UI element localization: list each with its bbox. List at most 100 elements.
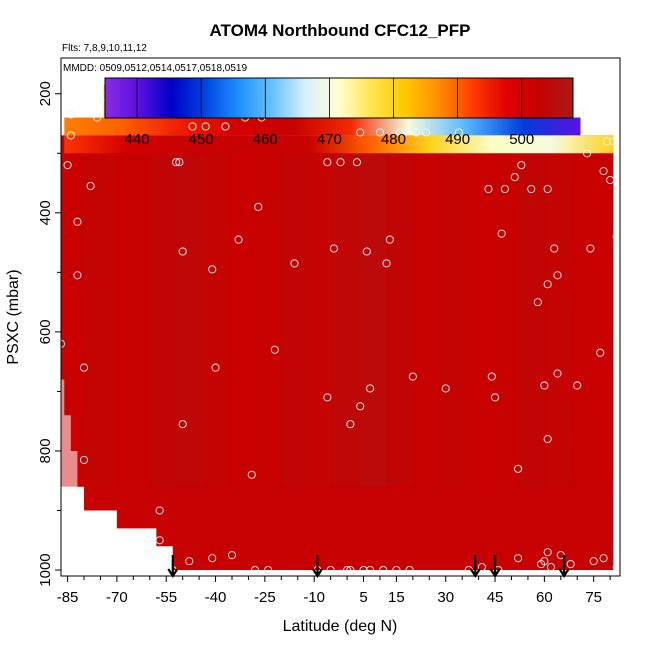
- field-band: [412, 153, 440, 487]
- field-band: [544, 153, 571, 487]
- field-band: [333, 153, 361, 487]
- sample-point: [612, 563, 620, 572]
- x-tick-label: 5: [359, 589, 367, 606]
- sample-point: [346, 420, 355, 429]
- sample-point: [73, 217, 82, 226]
- field-band: [307, 153, 334, 487]
- sample-point: [366, 565, 375, 575]
- sample-point: [543, 280, 552, 289]
- sample-point: [270, 345, 279, 354]
- y-tick-label: 800: [37, 438, 54, 463]
- sample-point: [379, 565, 388, 575]
- sample-point: [366, 384, 375, 393]
- x-tick-label: -70: [106, 589, 128, 606]
- sample-point: [589, 557, 598, 566]
- field-band: [596, 153, 614, 487]
- sample-point: [155, 536, 164, 545]
- sample-point: [188, 122, 197, 131]
- field-band: [61, 153, 85, 487]
- field-band: [176, 153, 203, 487]
- colorbar: 440 450 460 470 480 490 500: [104, 77, 574, 148]
- sample-point: [346, 565, 355, 575]
- sample-point: [609, 137, 618, 146]
- flights-subtitle: Flts: 7,8,9,10,11,12: [62, 43, 147, 54]
- colorbar-tick-label: 490: [445, 131, 470, 148]
- sample-point: [63, 161, 72, 170]
- sample-point: [487, 372, 496, 381]
- sample-point: [211, 363, 220, 372]
- sample-point: [612, 232, 620, 241]
- sample-point: [343, 565, 352, 575]
- sample-point: [550, 244, 559, 253]
- sample-point: [155, 506, 164, 515]
- sample-point: [178, 247, 187, 256]
- sample-point: [500, 184, 509, 194]
- sample-point: [606, 176, 615, 185]
- sample-point: [227, 551, 237, 560]
- sample-point: [375, 128, 385, 137]
- x-tick-label: -25: [254, 589, 276, 606]
- sample-point: [573, 381, 582, 390]
- field-band: [281, 153, 308, 487]
- arrow-marker: [167, 555, 179, 579]
- sample-point: [533, 298, 542, 307]
- sample-point: [323, 393, 332, 402]
- x-tick-label: -10: [303, 589, 325, 606]
- sample-point: [517, 161, 526, 170]
- field-band: [386, 153, 413, 487]
- x-tick-label: 15: [388, 589, 405, 606]
- sample-point: [527, 184, 536, 194]
- colorbar-tick-label: 460: [253, 131, 278, 148]
- y-tick-label: 400: [37, 200, 54, 225]
- sample-point: [290, 259, 299, 268]
- sample-point: [514, 464, 523, 473]
- sample-point: [326, 565, 335, 575]
- sample-point: [175, 158, 184, 167]
- sample-point: [395, 128, 404, 137]
- sample-point: [221, 122, 230, 131]
- sample-point: [86, 181, 95, 191]
- sample-point: [540, 557, 549, 566]
- arrow-marker: [312, 555, 323, 579]
- sample-point: [185, 557, 194, 566]
- x-tick-label: 30: [437, 589, 454, 606]
- field-band: [255, 153, 282, 487]
- x-tick-label: 60: [536, 589, 553, 606]
- field-band: [439, 153, 466, 487]
- sample-point: [441, 384, 450, 393]
- y-tick-label: 1000: [37, 553, 54, 586]
- field-band: [84, 153, 117, 487]
- sample-point: [586, 244, 595, 253]
- sample-point: [543, 435, 552, 444]
- sample-point: [93, 113, 102, 122]
- field-band: [518, 153, 545, 487]
- sample-point: [362, 247, 371, 256]
- y-tick-label: 200: [37, 81, 54, 106]
- sample-point: [254, 202, 263, 211]
- y-axis: 200 400 600 800 1000: [37, 81, 61, 587]
- dates-subtitle: MMDD: 0509,0512,0514,0517,0518,0519: [63, 63, 247, 74]
- x-tick-label: -55: [155, 589, 177, 606]
- sample-point: [73, 271, 82, 280]
- sample-point: [583, 149, 592, 158]
- sample-point: [543, 548, 552, 557]
- sample-point: [66, 110, 75, 119]
- colorbar-tick-label: 470: [317, 131, 342, 148]
- sample-point: [514, 554, 523, 563]
- sample-point: [546, 563, 555, 572]
- sample-point: [599, 554, 608, 563]
- sample-point: [596, 348, 605, 357]
- sample-point: [454, 128, 463, 137]
- x-axis: -85 -70 -55 -40 -25 -10 5 15 30 45 60 75: [57, 576, 611, 606]
- sample-point: [201, 122, 210, 131]
- sample-point: [412, 128, 421, 137]
- field-band: [202, 153, 229, 487]
- sample-point: [566, 560, 575, 569]
- arrow-marker: [558, 555, 570, 579]
- sample-point: [553, 271, 562, 280]
- sample-point: [385, 235, 394, 244]
- sample-point: [408, 372, 417, 381]
- sample-point: [553, 369, 562, 378]
- sample-point: [352, 158, 361, 167]
